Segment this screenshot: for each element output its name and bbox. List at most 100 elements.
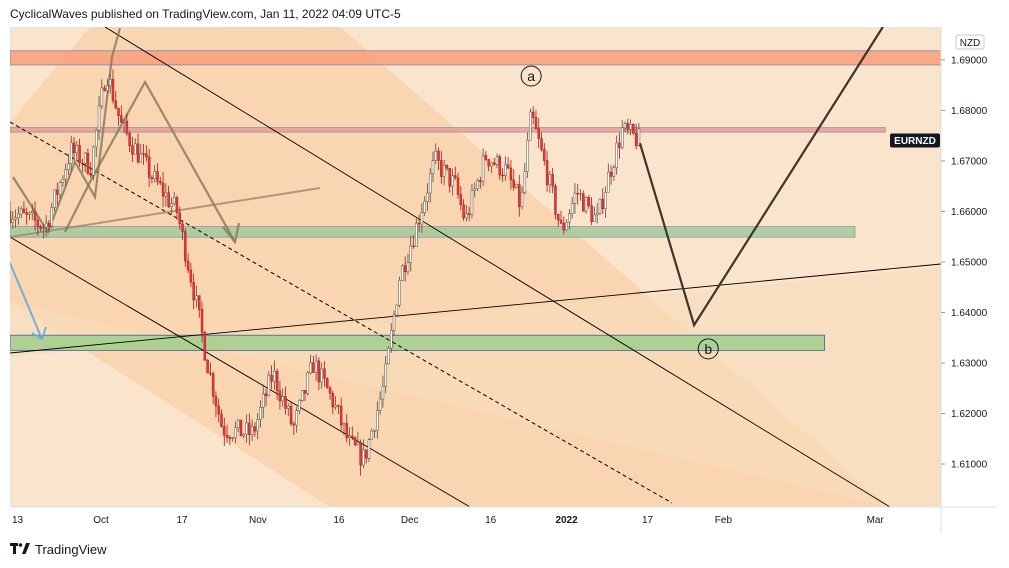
candle <box>245 414 248 443</box>
candle <box>47 219 51 233</box>
wave-labels: ab <box>520 65 719 360</box>
candle <box>345 414 348 443</box>
time-tick-label: 16 <box>333 515 345 526</box>
candle <box>593 206 596 222</box>
candle <box>220 409 223 428</box>
candle <box>570 197 574 219</box>
candle <box>303 390 307 401</box>
candle <box>498 154 502 180</box>
candle <box>604 186 607 219</box>
tradingview-logo-icon <box>10 542 30 557</box>
candle <box>239 419 243 437</box>
wave-label-b: b <box>697 338 719 360</box>
candle <box>320 362 323 389</box>
candle <box>31 203 34 220</box>
candle <box>448 168 451 193</box>
currency-label: NZD <box>960 38 981 49</box>
price-tick-label: 1.66000 <box>951 207 988 218</box>
time-tick-label: Oct <box>93 515 109 526</box>
candle <box>28 211 31 221</box>
candle <box>314 354 318 381</box>
publisher-header: CyclicalWaves published on TradingView.c… <box>10 7 401 21</box>
candle <box>506 157 510 170</box>
past-wave-drawing-2 <box>64 79 236 243</box>
candle <box>300 390 304 402</box>
candle <box>579 189 582 201</box>
candle <box>275 368 279 400</box>
candle <box>426 183 429 211</box>
candle <box>409 235 412 272</box>
candle <box>417 214 421 233</box>
time-ticks: 13 Oct 17 Nov 16 Dec 16 2022 17 Feb Mar <box>12 515 884 526</box>
candle <box>484 151 488 161</box>
channel-line-upper <box>104 27 891 508</box>
candle <box>306 370 310 396</box>
candle <box>390 323 393 353</box>
support-zone-lower <box>10 334 826 351</box>
candle <box>228 435 232 446</box>
time-axis[interactable]: 13 Oct 17 Nov 16 Dec 16 2022 17 Feb Mar <box>10 506 998 533</box>
candle <box>89 162 92 178</box>
candle <box>139 143 143 163</box>
price-tick-label: 1.69000 <box>951 55 988 66</box>
candle <box>387 346 390 365</box>
candle <box>108 73 112 94</box>
candle <box>92 145 95 181</box>
candle <box>186 253 190 274</box>
candle <box>584 196 588 214</box>
candle <box>42 224 45 239</box>
candle <box>128 130 131 152</box>
candle <box>337 404 340 415</box>
candle <box>526 132 529 178</box>
candle <box>629 119 632 136</box>
candle <box>103 85 106 92</box>
candle <box>415 218 418 247</box>
price-tick-label: 1.64000 <box>951 308 988 319</box>
channel-midline-dashed <box>10 121 673 504</box>
candle <box>492 157 496 166</box>
candle <box>83 151 87 173</box>
support-zone-upper <box>10 226 856 238</box>
candle <box>81 158 84 173</box>
candle <box>256 413 259 440</box>
candle <box>178 206 182 230</box>
candle <box>11 211 15 229</box>
candle <box>136 133 140 164</box>
candle <box>543 143 546 166</box>
candle <box>428 168 432 203</box>
candle <box>465 205 468 222</box>
candle <box>44 214 48 238</box>
past-wave-arrowhead <box>222 222 241 245</box>
candle <box>125 113 129 137</box>
symbol-price-tag: EURNZD <box>890 133 940 148</box>
candle <box>562 216 566 235</box>
trendline-long <box>10 263 942 354</box>
candle <box>131 137 134 163</box>
candle <box>359 439 362 476</box>
price-axis[interactable]: NZD 1.690001.680001.670001.660001.650001… <box>940 27 998 507</box>
price-axis-bg <box>941 27 998 507</box>
candle <box>423 196 426 216</box>
price-ticks: 1.69000 1.68000 1.67000 1.66000 1.65000 1.640… <box>941 55 988 471</box>
candle <box>565 219 568 231</box>
candle <box>281 388 284 407</box>
past-wave-drawing <box>12 27 122 235</box>
candle <box>323 361 326 387</box>
candle <box>598 198 602 216</box>
candle <box>587 195 591 209</box>
price-chart[interactable]: ab NZD 1.690001.680001.670001.660001.650… <box>10 27 998 533</box>
candle <box>509 159 513 190</box>
candle <box>556 213 560 227</box>
candle <box>184 228 187 268</box>
candle <box>236 419 240 433</box>
brand-name: TradingView <box>35 542 107 557</box>
candle <box>339 397 343 433</box>
wave-label-text: b <box>704 341 712 357</box>
candle <box>403 256 407 282</box>
candle <box>50 202 53 229</box>
candle <box>225 424 229 443</box>
candle <box>529 108 532 141</box>
candle <box>328 385 332 400</box>
tradingview-brand[interactable]: TradingView <box>10 542 107 557</box>
candle <box>22 201 26 214</box>
